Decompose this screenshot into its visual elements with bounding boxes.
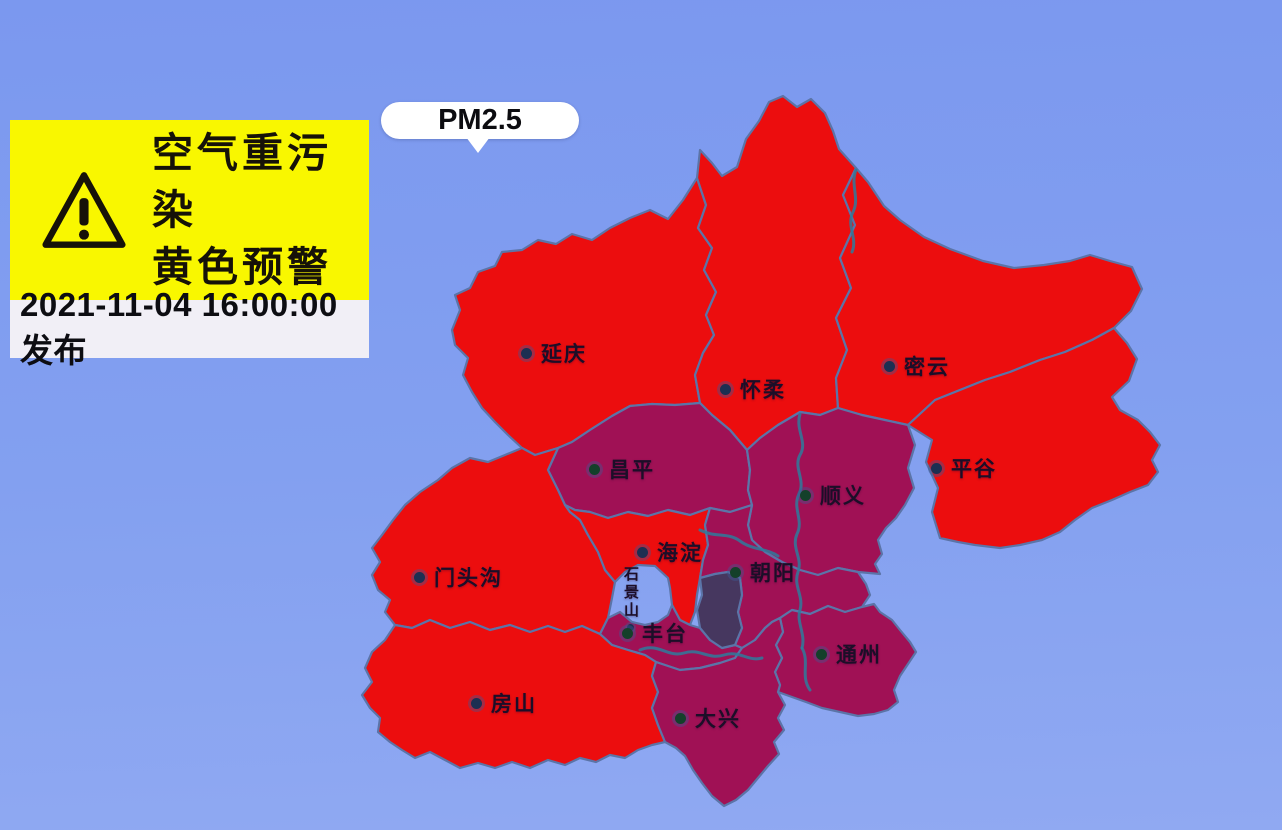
warning-card: 空气重污染 黄色预警 2021-11-04 16:00:00发布 [10,120,369,369]
district-dot-chaoyang [730,566,741,578]
pm25-badge-text: PM2.5 [438,104,522,136]
river-miyun-branch [849,168,858,254]
district-name-haidian: 海淀 [657,542,703,565]
warning-title-line2: 黄色预警 [152,243,332,290]
river-chaobai [793,412,805,650]
district-name-fangshan: 房山 [491,693,537,716]
district-label-shijingshan: 石景山 [620,566,641,631]
warning-issue-date: 2021-11-04 16:00:00发布 [10,286,369,369]
warning-card-body: 空气重污染 黄色预警 [10,120,369,300]
district-label-daxing: 大兴 [675,703,741,733]
pm25-badge-pointer [466,137,490,153]
district-dot-fangshan [471,697,482,709]
district-dot-mentougou [414,571,425,583]
warning-triangle-icon [42,172,126,248]
district-name-huairou: 怀柔 [740,379,786,402]
warning-title: 空气重污染 黄色预警 [152,125,369,296]
district-name-chaoyang: 朝阳 [750,562,796,585]
district-label-shunyi: 顺义 [800,480,866,510]
district-label-changping: 昌平 [589,454,655,484]
district-name-tongzhou: 通州 [836,644,882,667]
district-label-mentougou: 门头沟 [414,562,503,592]
district-label-miyun: 密云 [884,351,950,381]
district-dot-huairou [720,383,731,395]
district-dot-tongzhou [816,648,827,660]
district-label-chaoyang: 朝阳 [730,557,796,587]
district-name-pinggu: 平谷 [951,458,997,481]
district-name-fengtai: 丰台 [642,623,688,646]
district-shape-pinggu [906,326,1162,550]
district-dot-haidian [637,546,648,558]
district-label-fangshan: 房山 [471,688,537,718]
warning-title-line1: 空气重污染 [152,129,332,233]
district-dot-daxing [675,712,686,724]
district-name-daxing: 大兴 [695,708,741,731]
river-yongding [638,646,764,661]
district-name-changping: 昌平 [609,459,655,482]
district-shape-daxing [650,616,787,808]
district-label-fengtai: 丰台 [622,618,688,648]
district-name-shunyi: 顺义 [820,485,866,508]
district-name-miyun: 密云 [904,356,950,379]
district-name-yanqing: 延庆 [541,343,587,366]
district-label-huairou: 怀柔 [720,374,786,404]
river-tongzhou-branch [800,646,812,692]
district-dot-changping [589,463,600,475]
district-label-pinggu: 平谷 [931,453,997,483]
district-dot-shunyi [800,489,811,501]
pm25-badge: PM2.5 [381,102,579,139]
district-shape-haidian [563,503,712,627]
district-dot-shijingshan [627,624,634,631]
district-dot-yanqing [521,347,532,359]
district-label-yanqing: 延庆 [521,338,587,368]
district-dot-miyun [884,360,895,372]
district-label-tongzhou: 通州 [816,639,882,669]
district-name-mentougou: 门头沟 [434,567,503,590]
district-dot-fengtai [622,627,633,639]
river-lines [638,168,858,692]
river-chaoyang-branch [698,528,780,558]
district-name-shijingshan: 石景山 [622,566,639,620]
district-dot-pinggu [931,462,942,474]
district-label-haidian: 海淀 [637,537,703,567]
